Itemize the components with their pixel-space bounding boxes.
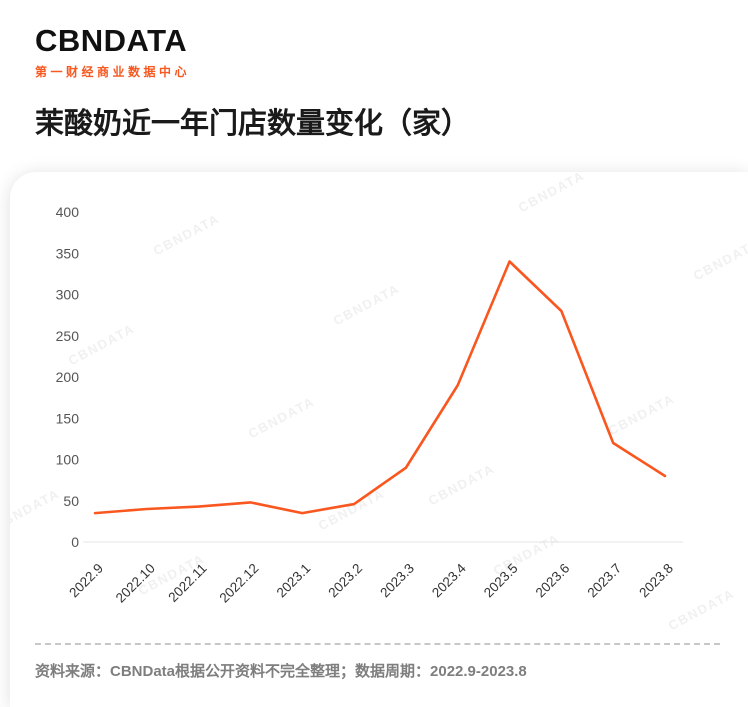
y-axis-tick-label: 400	[56, 204, 80, 220]
x-axis-tick-label: 2023.4	[429, 560, 469, 600]
footer-source-text: 资料来源：CBNData根据公开资料不完全整理；数据周期：2022.9-2023…	[35, 663, 527, 680]
x-axis-tick-label: 2022.11	[165, 561, 209, 605]
x-axis-tick-label: 2022.10	[113, 561, 158, 606]
y-axis-tick-label: 100	[56, 452, 80, 468]
x-axis-tick-label: 2023.7	[584, 561, 624, 601]
y-axis-tick-label: 50	[63, 493, 79, 509]
x-axis-tick-label: 2023.2	[325, 561, 365, 601]
y-axis-tick-label: 300	[56, 287, 80, 303]
x-axis-tick-label: 2023.6	[533, 561, 573, 601]
y-axis-tick-label: 250	[56, 328, 80, 344]
x-axis-tick-label: 2022.12	[216, 561, 261, 606]
y-axis-tick-label: 200	[56, 369, 80, 385]
logo-subtitle: 第一财经商业数据中心	[35, 65, 191, 80]
x-axis-tick-label: 2023.8	[636, 561, 676, 601]
page-title: 茉酸奶近一年门店数量变化（家）	[35, 108, 471, 140]
x-axis-tick-label: 2023.1	[274, 561, 314, 601]
chart-card: CBNDATA CBNDATA CBNDATA CBNDATA CBNDATA …	[10, 172, 748, 707]
footer-divider	[35, 643, 720, 645]
x-axis-tick-label: 2023.5	[481, 561, 521, 601]
y-axis-tick-label: 0	[71, 534, 79, 550]
cbndata-logo: CBNDATA	[35, 23, 188, 58]
data-line	[93, 260, 667, 515]
y-axis-tick-label: 350	[56, 245, 80, 261]
y-axis-tick-label: 150	[56, 410, 80, 426]
header: CBNDATA 第一财经商业数据中心	[35, 23, 191, 80]
x-axis-tick-label: 2023.3	[377, 561, 417, 601]
x-axis-tick-label: 2022.9	[66, 561, 106, 601]
